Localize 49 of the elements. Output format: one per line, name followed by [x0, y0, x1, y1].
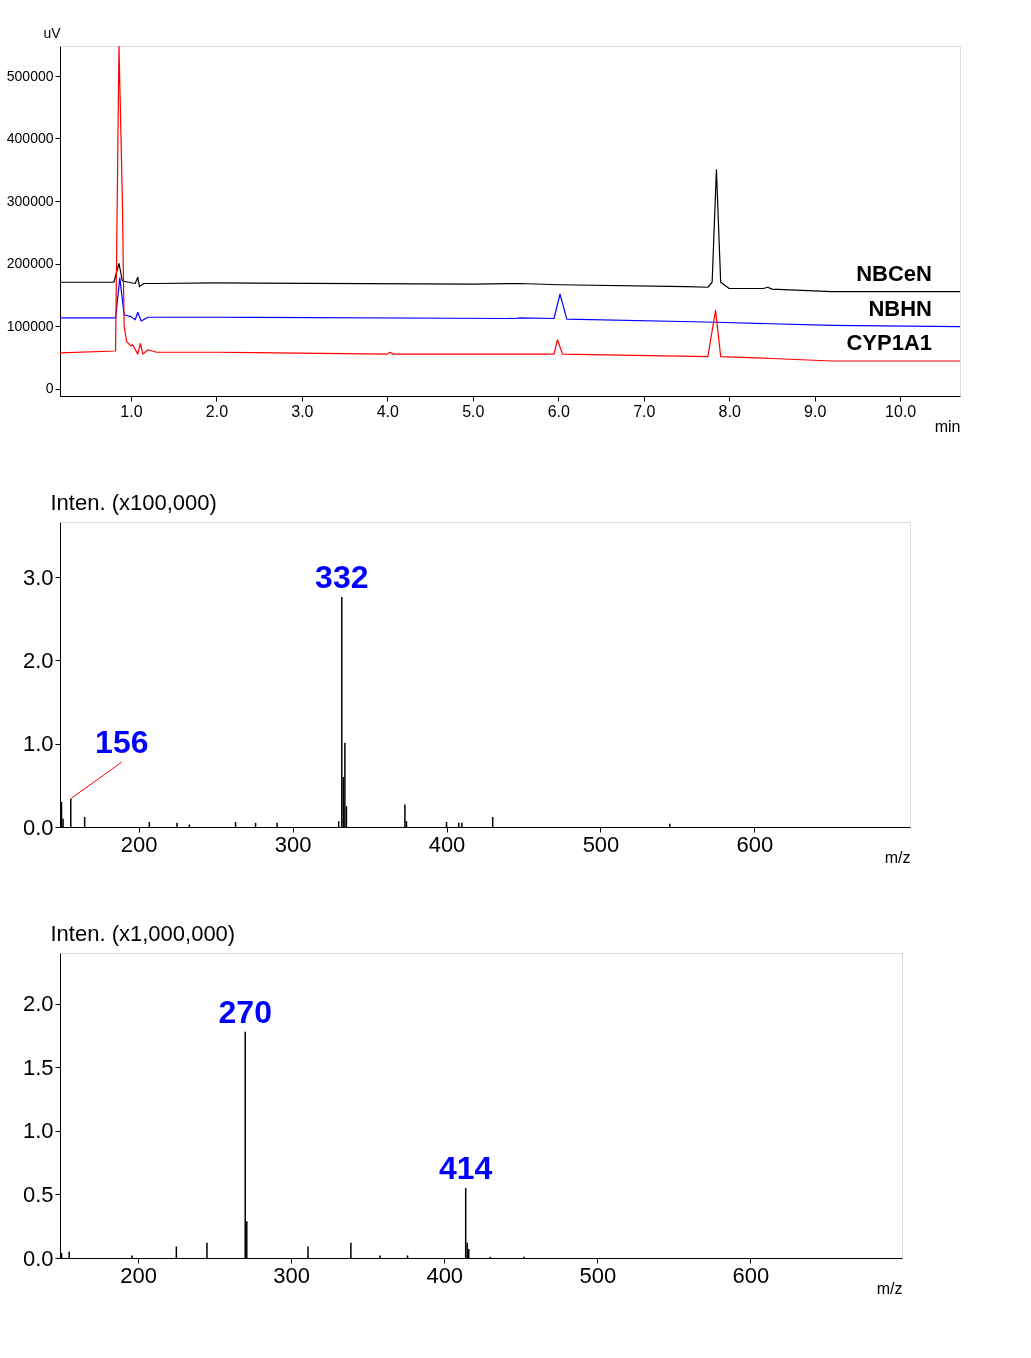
x-tick-label: 5.0	[462, 402, 485, 420]
x-tick-label: 400	[426, 1262, 464, 1288]
y-tick-label: 2.0	[22, 647, 54, 673]
x-axis-title: min	[934, 417, 961, 435]
y-tick-label: 0.0	[22, 1245, 54, 1271]
y-tick-label: 2.0	[22, 991, 54, 1017]
x-tick-label: 300	[274, 831, 312, 857]
x-tick-label: 600	[732, 1262, 770, 1288]
y-tick-label: 1.0	[22, 731, 54, 757]
x-axis-title: m/z	[876, 1279, 903, 1297]
y-axis-title: Inten. (x100,000)	[50, 489, 217, 515]
y-tick-label: 0.0	[22, 814, 54, 840]
x-tick-label: 300	[273, 1262, 311, 1288]
x-tick-label: 10.0	[885, 402, 917, 420]
x-tick-label: 6.0	[547, 402, 571, 420]
x-tick-label: 600	[736, 831, 774, 857]
x-axis-title: m/z	[884, 848, 911, 866]
y-tick-label: 200000	[6, 255, 54, 271]
x-tick-label: 2.0	[205, 402, 229, 420]
x-tick-label: 400	[428, 831, 466, 857]
x-tick-label: 4.0	[376, 402, 400, 420]
y-tick-label: 100000	[6, 317, 54, 334]
y-tick-label: 300000	[6, 192, 54, 209]
x-tick-label: 9.0	[804, 402, 827, 420]
x-tick-label: 500	[579, 1262, 617, 1288]
y-tick-label: 0.5	[22, 1181, 54, 1207]
series-label: NBCeN	[856, 260, 932, 286]
y-tick-label: 1.0	[22, 1118, 54, 1144]
x-tick-label: 200	[120, 831, 158, 857]
line-series	[60, 46, 960, 362]
annotation: 270	[218, 993, 272, 1030]
x-tick-label: 500	[582, 831, 620, 857]
y-tick-label: 400000	[6, 130, 54, 146]
y-axis-title: Inten. (x1,000,000)	[50, 920, 236, 946]
x-tick-label: 3.0	[291, 402, 314, 420]
x-tick-label: 1.0	[120, 402, 143, 420]
annotation: 156	[95, 724, 149, 761]
x-tick-label: 8.0	[718, 402, 741, 420]
y-tick-label: 500000	[6, 67, 54, 84]
annotation: 414	[439, 1150, 493, 1187]
series-label: NBHN	[868, 295, 932, 321]
x-tick-label: 7.0	[633, 402, 656, 420]
y-tick-label: 0	[45, 380, 54, 396]
x-tick-label: 200	[120, 1262, 157, 1288]
annotation: 332	[315, 559, 369, 595]
y-axis-title: uV	[43, 24, 62, 41]
y-tick-label: 1.5	[22, 1054, 54, 1080]
y-tick-label: 3.0	[22, 564, 54, 590]
series-label: CYP1A1	[846, 330, 932, 355]
